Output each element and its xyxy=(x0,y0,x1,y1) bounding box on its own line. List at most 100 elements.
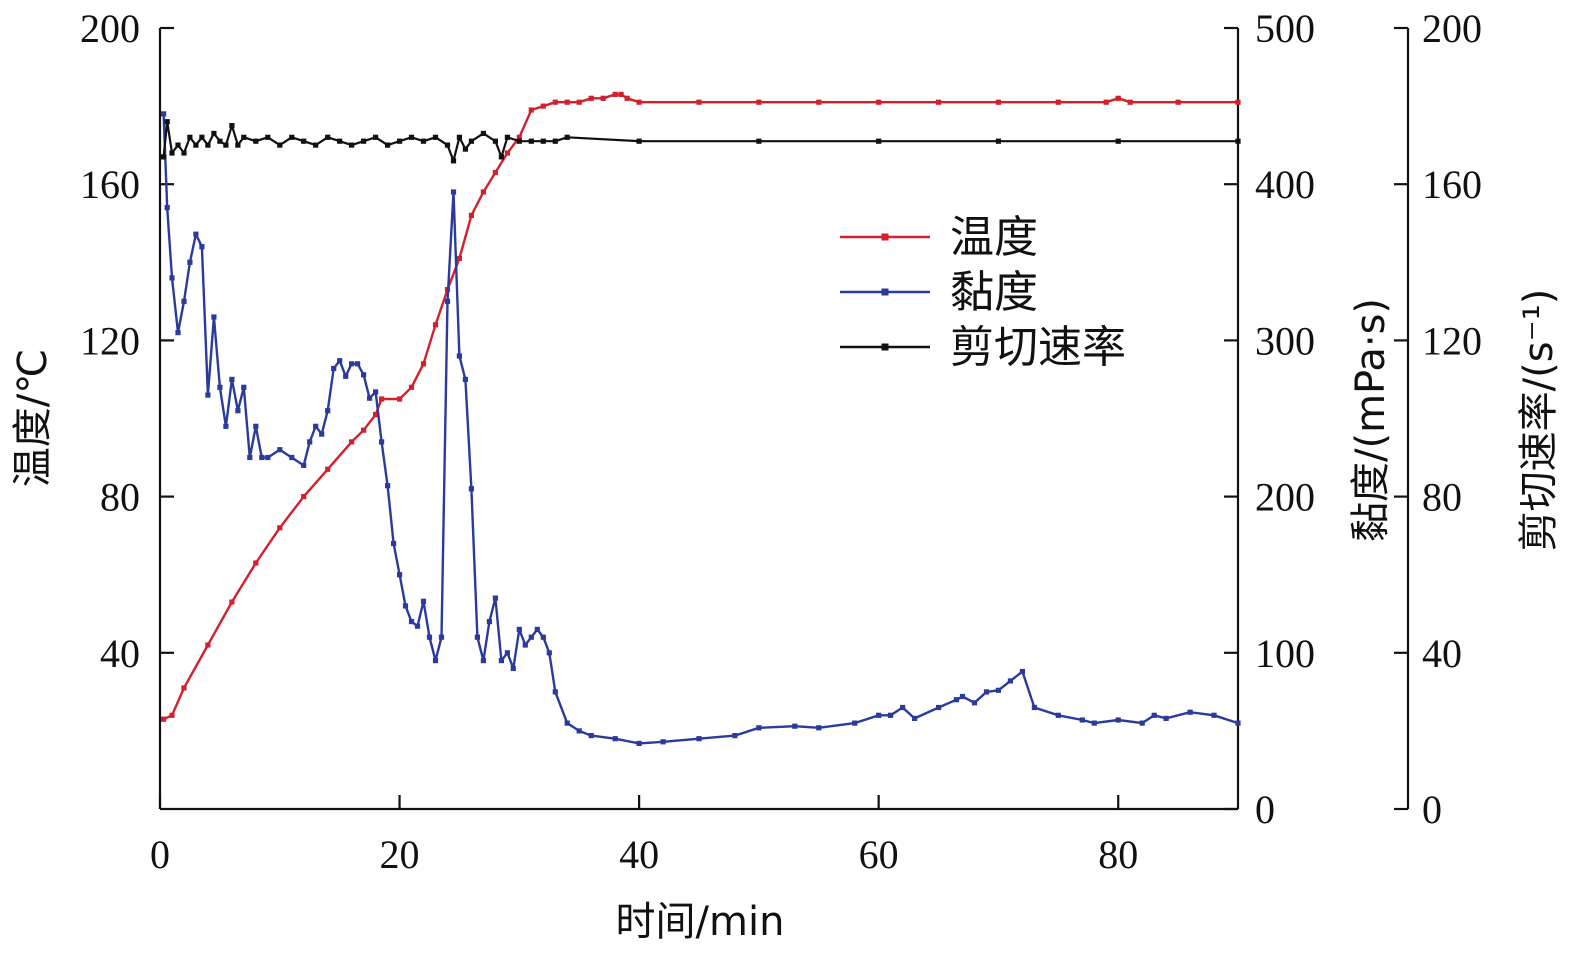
data-point xyxy=(468,138,474,144)
data-point xyxy=(1175,99,1181,105)
data-point xyxy=(187,259,193,265)
data-point xyxy=(1211,712,1217,718)
data-point xyxy=(402,603,409,609)
data-point xyxy=(1127,99,1133,105)
data-point xyxy=(456,134,462,140)
data-point xyxy=(355,361,361,367)
legend-item-3: 剪切速率 xyxy=(840,322,1126,373)
data-point xyxy=(1007,678,1013,684)
data-point xyxy=(265,454,271,461)
data-point xyxy=(636,99,642,105)
data-point xyxy=(995,687,1001,693)
data-point xyxy=(161,154,167,160)
data-point xyxy=(349,361,355,367)
data-point xyxy=(331,365,337,372)
data-point xyxy=(576,728,582,734)
data-point xyxy=(229,599,235,605)
y-left-tick-label: 40 xyxy=(100,631,140,676)
data-point xyxy=(516,138,522,144)
data-point xyxy=(816,99,822,105)
data-point xyxy=(217,384,223,390)
series-2 xyxy=(161,111,1241,746)
data-point xyxy=(241,134,247,140)
x-tick-label: 80 xyxy=(1098,832,1138,877)
legend-swatch-marker xyxy=(881,343,889,351)
data-point xyxy=(1031,704,1037,711)
legend-label: 温度 xyxy=(950,212,1038,263)
data-point xyxy=(498,658,504,664)
data-point xyxy=(325,408,331,414)
data-point xyxy=(397,396,403,402)
data-point xyxy=(277,142,283,148)
data-point xyxy=(193,142,199,148)
data-point xyxy=(337,138,343,144)
data-point xyxy=(432,322,439,328)
data-point xyxy=(504,150,510,156)
data-point xyxy=(397,572,403,578)
series-line-2 xyxy=(162,113,1239,745)
data-point xyxy=(564,99,570,105)
data-point xyxy=(612,91,618,97)
data-point xyxy=(319,431,325,437)
data-point xyxy=(373,134,379,140)
data-point xyxy=(164,205,170,211)
data-point xyxy=(223,423,229,429)
data-point xyxy=(169,712,175,718)
data-point xyxy=(313,142,319,148)
data-point xyxy=(468,212,474,218)
data-point xyxy=(235,142,241,148)
data-point xyxy=(289,454,295,461)
data-point xyxy=(953,697,960,703)
data-point xyxy=(181,685,187,691)
data-point xyxy=(361,138,367,144)
data-point xyxy=(1091,720,1097,726)
data-point xyxy=(193,231,199,237)
data-point xyxy=(600,95,606,101)
data-point xyxy=(1115,95,1121,101)
data-point xyxy=(241,384,247,390)
data-point xyxy=(971,700,978,706)
series-layer xyxy=(161,91,1241,746)
data-point xyxy=(618,91,624,97)
data-point xyxy=(462,376,468,382)
data-point xyxy=(534,626,540,632)
data-point xyxy=(161,716,167,722)
data-point xyxy=(1151,712,1157,718)
data-point xyxy=(229,123,235,129)
data-point xyxy=(187,134,193,140)
legend-label: 黏度 xyxy=(950,267,1038,318)
y-right1-axis-title: 黏度/(mPa·s) xyxy=(1348,298,1394,542)
data-point xyxy=(175,142,181,148)
data-point xyxy=(852,720,858,726)
data-point xyxy=(367,395,373,401)
data-point xyxy=(732,733,738,739)
data-point xyxy=(468,486,474,492)
data-point xyxy=(181,298,187,304)
data-point xyxy=(995,99,1001,105)
data-point xyxy=(1103,99,1109,105)
data-point xyxy=(696,99,702,105)
y-left-axis-title: 温度/℃ xyxy=(10,349,56,487)
data-point xyxy=(408,384,415,390)
data-point xyxy=(1055,712,1061,718)
data-point xyxy=(588,733,594,739)
data-point xyxy=(211,314,217,320)
legend-item-2: 黏度 xyxy=(840,267,1038,318)
data-point xyxy=(540,138,546,144)
data-point xyxy=(397,138,403,144)
data-point xyxy=(301,462,307,468)
data-point xyxy=(888,712,894,718)
data-point xyxy=(480,130,486,136)
legend-swatch-marker xyxy=(881,233,889,241)
data-point xyxy=(936,99,942,105)
y-left-tick-label: 120 xyxy=(80,318,140,363)
data-point xyxy=(1235,99,1241,105)
data-point xyxy=(912,715,918,721)
data-point xyxy=(199,244,205,250)
data-point xyxy=(301,138,307,144)
data-point xyxy=(522,642,528,648)
data-point xyxy=(217,138,223,144)
data-point xyxy=(959,693,966,700)
data-point xyxy=(205,392,211,398)
data-point xyxy=(1055,99,1061,105)
